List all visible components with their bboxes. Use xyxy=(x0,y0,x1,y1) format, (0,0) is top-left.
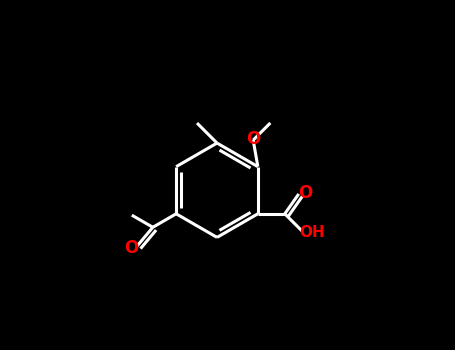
Text: OH: OH xyxy=(299,225,325,240)
Text: O: O xyxy=(298,184,313,202)
Text: O: O xyxy=(124,239,138,257)
Text: O: O xyxy=(246,130,260,148)
